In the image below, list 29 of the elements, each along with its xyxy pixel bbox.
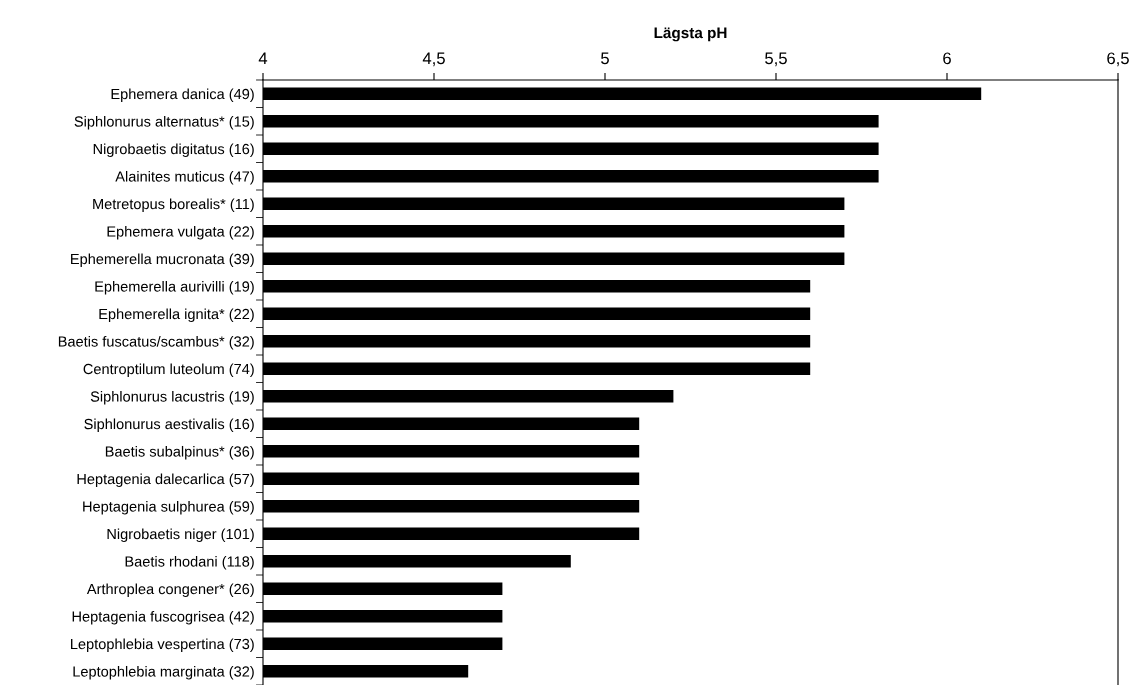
y-tick-label: Centroptilum luteolum (74) (83, 363, 254, 378)
y-tick-label: Metretopus borealis* (11) (93, 198, 254, 213)
y-tick-label: Ephemerella mucronata (39) (71, 253, 254, 268)
y-tick-label: Baetis fuscatus/scambus* (32) (58, 335, 254, 350)
y-tick-label: Alainites muticus (47) (115, 170, 254, 185)
x-axis-title: Lägsta pH (654, 27, 727, 42)
y-tick-label: Baetis subalpinus* (36) (105, 445, 254, 460)
y-tick-label: Leptophlebia vespertina (73) (71, 638, 254, 653)
y-tick-label: Heptagenia dalecarlica (57) (77, 473, 254, 488)
y-tick-label: Nigrobaetis digitatus (16) (93, 143, 254, 158)
y-tick-label: Siphlonurus alternatus* (15) (74, 115, 254, 130)
x-tick-label: 6 (943, 52, 951, 65)
x-tick-label: 5 (601, 52, 609, 65)
x-tick-label: 5,5 (765, 52, 787, 67)
x-tick-label: 6,5 (1107, 52, 1129, 67)
x-tick-label: 4 (258, 52, 268, 65)
y-tick-label: Arthroplea congener* (26) (86, 583, 254, 598)
y-tick-label: Baetis rhodani (118) (125, 555, 254, 570)
x-tick-label: 4,5 (422, 52, 445, 67)
y-tick-label: Siphlonurus lacustris (19) (90, 390, 254, 405)
y-tick-label: Leptophlebia marginata (32) (73, 665, 254, 680)
y-tick-label: Siphlonurus aestivalis (16) (84, 418, 254, 433)
y-tick-label: Nigrobaetis niger (101) (107, 528, 254, 543)
y-tick-label: Heptagenia fuscogrisea (42) (72, 610, 254, 625)
y-tick-label: Ephemerella aurivilli (19) (95, 280, 254, 295)
y-tick-label: Heptagenia sulphurea (59) (83, 500, 254, 515)
y-tick-label: Ephemera danica (49) (111, 88, 254, 103)
y-tick-label: Ephemera vulgata (22) (107, 225, 254, 240)
y-tick-label: Ephemerella ignita* (22) (99, 308, 254, 323)
